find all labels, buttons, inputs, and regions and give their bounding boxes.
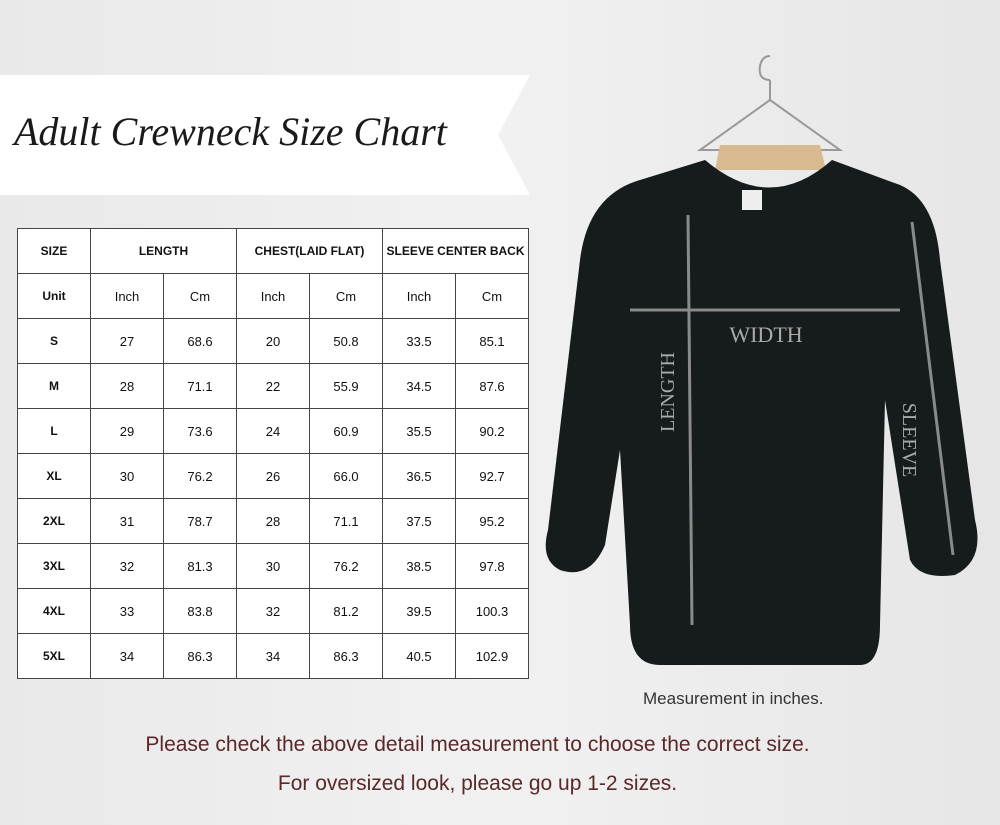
header-row: SIZE LENGTH CHEST(LAID FLAT) SLEEVE CENTER … xyxy=(17,228,529,274)
hanger-wood xyxy=(715,145,826,170)
size-cell: 2XL xyxy=(17,498,91,544)
group-header: SIZE xyxy=(17,228,91,274)
cell: 35.5 xyxy=(382,408,456,454)
cell: 34.5 xyxy=(382,363,456,409)
cell: 34 xyxy=(90,633,164,679)
size-cell: S xyxy=(17,318,91,364)
size-row: 3XL 32 81.3 30 76.2 38.5 97.8 xyxy=(17,543,529,589)
unit-header: Unit xyxy=(17,273,91,319)
width-label: WIDTH xyxy=(729,322,802,347)
title: Adult Crewneck Size Chart xyxy=(14,109,447,154)
cell: 100.3 xyxy=(455,588,529,634)
group-header: CHEST(LAID FLAT) xyxy=(236,228,383,274)
cell: 27 xyxy=(90,318,164,364)
note: Please check the above detail measuremen… xyxy=(145,733,810,756)
size-cell: 4XL xyxy=(17,588,91,634)
measurement-note: Measurement in inches. xyxy=(643,689,824,708)
cell: 66.0 xyxy=(309,453,383,499)
sweatshirt xyxy=(545,160,978,665)
unit-header: Cm xyxy=(163,273,237,319)
tag xyxy=(742,190,762,210)
cell: 95.2 xyxy=(455,498,529,544)
title-banner xyxy=(0,75,530,195)
cell: 55.9 xyxy=(309,363,383,409)
cell: 40.5 xyxy=(382,633,456,679)
size-cell: M xyxy=(17,363,91,409)
cell: 31 xyxy=(90,498,164,544)
cell: 34 xyxy=(236,633,310,679)
cell: 102.9 xyxy=(455,633,529,679)
cell: 90.2 xyxy=(455,408,529,454)
cell: 29 xyxy=(90,408,164,454)
cell: 50.8 xyxy=(309,318,383,364)
cell: 85.1 xyxy=(455,318,529,364)
cell: 81.3 xyxy=(163,543,237,589)
size-cell: XL xyxy=(17,453,91,499)
cell: 71.1 xyxy=(163,363,237,409)
cell: 33.5 xyxy=(382,318,456,364)
cell: 68.6 xyxy=(163,318,237,364)
cell: 30 xyxy=(90,453,164,499)
unit-header: Inch xyxy=(90,273,164,319)
size-cell: L xyxy=(17,408,91,454)
cell: 22 xyxy=(236,363,310,409)
cell: 30 xyxy=(236,543,310,589)
cell: 20 xyxy=(236,318,310,364)
cell: 37.5 xyxy=(382,498,456,544)
size-row: S 27 68.6 20 50.8 33.5 85.1 xyxy=(17,318,529,364)
cell: 32 xyxy=(236,588,310,634)
size-table: SIZE LENGTH CHEST(LAID FLAT) SLEEVE CENTER … xyxy=(17,228,529,679)
size-row: 5XL 34 86.3 34 86.3 40.5 102.9 xyxy=(17,633,529,679)
hanger xyxy=(696,55,844,151)
size-row: L 29 73.6 24 60.9 35.5 90.2 xyxy=(17,408,529,454)
cell: 86.3 xyxy=(163,633,237,679)
unit-header: Cm xyxy=(309,273,383,319)
cell: 24 xyxy=(236,408,310,454)
size-row: XL 30 76.2 26 66.0 36.5 92.7 xyxy=(17,453,529,499)
size-cell: 3XL xyxy=(17,543,91,589)
cell: 83.8 xyxy=(163,588,237,634)
length-label: LENGTH xyxy=(657,352,679,432)
cell: 32 xyxy=(90,543,164,589)
cell: 73.6 xyxy=(163,408,237,454)
cell: 92.7 xyxy=(455,453,529,499)
cell: 78.7 xyxy=(163,498,237,544)
unit-header: Inch xyxy=(382,273,456,319)
size-row: 2XL 31 78.7 28 71.1 37.5 95.2 xyxy=(17,498,529,544)
cell: 39.5 xyxy=(382,588,456,634)
group-header: SLEEVE CENTER BACK xyxy=(382,228,529,274)
cell: 28 xyxy=(90,363,164,409)
note: For oversized look, please go up 1-2 siz… xyxy=(277,772,678,795)
cell: 71.1 xyxy=(309,498,383,544)
size-row: M 28 71.1 22 55.9 34.5 87.6 xyxy=(17,363,529,409)
cell: 38.5 xyxy=(382,543,456,589)
unit-row: Unit Inch Cm Inch Cm Inch Cm xyxy=(17,273,529,319)
cell: 76.2 xyxy=(309,543,383,589)
cell: 26 xyxy=(236,453,310,499)
sleeve-label: SLEEVE xyxy=(898,403,920,477)
unit-header: Inch xyxy=(236,273,310,319)
size-cell: 5XL xyxy=(17,633,91,679)
unit-header: Cm xyxy=(455,273,529,319)
cell: 81.2 xyxy=(309,588,383,634)
cell: 33 xyxy=(90,588,164,634)
size-row: 4XL 33 83.8 32 81.2 39.5 100.3 xyxy=(17,588,529,634)
cell: 87.6 xyxy=(455,363,529,409)
cell: 97.8 xyxy=(455,543,529,589)
cell: 36.5 xyxy=(382,453,456,499)
cell: 60.9 xyxy=(309,408,383,454)
arrows xyxy=(630,214,955,626)
cell: 86.3 xyxy=(309,633,383,679)
cell: 76.2 xyxy=(163,453,237,499)
group-header: LENGTH xyxy=(90,228,237,274)
cell: 28 xyxy=(236,498,310,544)
